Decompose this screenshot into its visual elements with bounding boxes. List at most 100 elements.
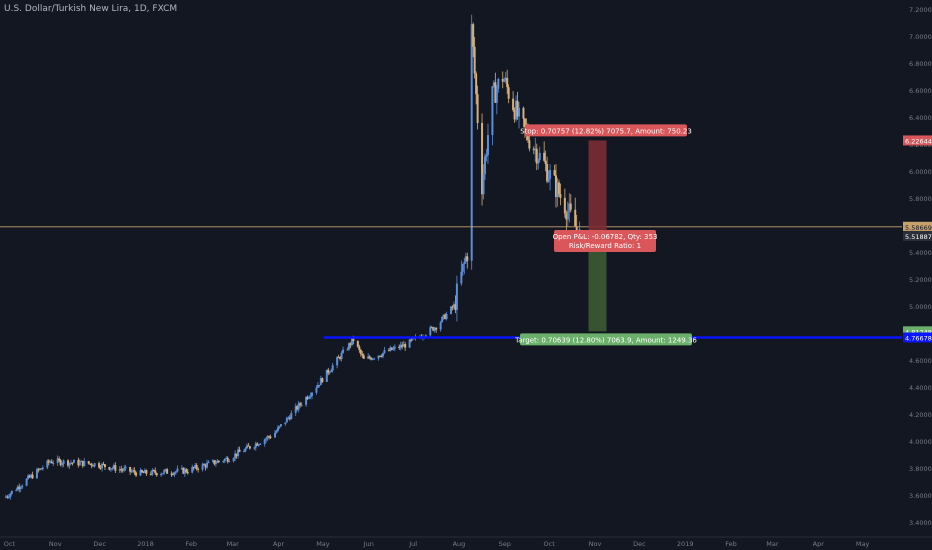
candle-body — [232, 458, 235, 462]
candle-body — [160, 473, 163, 476]
candle-body — [547, 178, 550, 182]
candle-body — [463, 262, 466, 264]
pnl-line1: Open P&L: -0.06782, Qty: 353 — [553, 233, 658, 241]
y-tick-label: 6.60000 — [909, 87, 932, 95]
target-label: Target: 0.70639 (12.80%) 7063.9, Amount:… — [514, 333, 697, 346]
price-tag-stop — [903, 135, 932, 146]
annotation-layer: Stop: 0.70757 (12.82%) 7075.7, Amount: 7… — [514, 124, 697, 346]
candle-body — [362, 355, 365, 359]
candle-body — [512, 98, 515, 110]
candle-body — [368, 356, 371, 359]
candle-body — [327, 369, 330, 374]
candle-body — [139, 470, 142, 476]
candle-body — [99, 467, 102, 469]
x-tick-label: Feb — [725, 540, 737, 548]
candle-body — [544, 160, 547, 165]
candle-body — [123, 468, 126, 471]
candle-body — [9, 493, 12, 498]
candle-body — [217, 460, 220, 462]
candle-body — [135, 472, 138, 476]
x-tick-label: Oct — [544, 540, 556, 548]
candle-body — [101, 463, 104, 469]
candle-body — [321, 378, 324, 382]
x-tick-label: Apr — [813, 540, 825, 548]
y-tick-label: 5.80000 — [909, 195, 932, 203]
candle-body — [445, 313, 448, 320]
candle-body — [491, 86, 494, 136]
candle-body — [259, 443, 262, 445]
candle-body — [254, 443, 257, 448]
candle-body — [569, 203, 572, 210]
candle-body — [495, 88, 498, 103]
candle-body — [21, 485, 24, 488]
candle-body — [244, 448, 247, 452]
candle-body — [121, 469, 124, 471]
y-tick-label: 4.00000 — [909, 438, 932, 446]
price-axis: 7.200007.000006.800006.600006.400006.200… — [902, 0, 932, 550]
candle-body — [152, 469, 155, 471]
price-tag-last — [903, 221, 932, 232]
x-tick-label: Oct — [4, 540, 16, 548]
stop-label-text: Stop: 0.70757 (12.82%) 7075.7, Amount: 7… — [520, 127, 692, 135]
candle-body — [472, 24, 475, 47]
candle-body — [28, 475, 31, 478]
candle-body — [214, 463, 217, 465]
candle-body — [132, 470, 135, 472]
candle-body — [49, 461, 52, 463]
candle-body — [18, 486, 21, 489]
candles-layer — [4, 14, 581, 500]
candle-body — [102, 463, 105, 465]
candle-body — [143, 470, 146, 474]
candle-body — [59, 460, 62, 466]
candle-body — [235, 453, 238, 457]
candle-body — [380, 356, 383, 358]
x-tick-label: Dec — [93, 540, 106, 548]
candle-body — [201, 464, 204, 470]
candle-body — [245, 445, 248, 449]
candle-body — [67, 460, 70, 466]
x-tick-label: Sep — [499, 540, 511, 548]
candle-body — [361, 353, 364, 356]
candle-body — [350, 338, 353, 346]
candle-body — [247, 445, 250, 447]
candle-body — [455, 283, 458, 310]
candle-body — [223, 458, 226, 462]
candle-body — [38, 468, 41, 470]
candle-body — [393, 346, 396, 349]
candle-body — [574, 209, 577, 227]
candle-body — [56, 458, 59, 463]
candle-body — [336, 357, 339, 366]
candle-body — [379, 355, 382, 357]
x-tick-label: Feb — [186, 540, 198, 548]
candle-body — [130, 471, 133, 473]
candle-body — [142, 472, 145, 474]
y-tick-label: 3.80000 — [909, 465, 932, 473]
candle-body — [172, 474, 175, 476]
candle-body — [129, 467, 132, 472]
candle-body — [226, 457, 229, 462]
candle-body — [58, 458, 61, 461]
candle-body — [568, 203, 571, 212]
candle-body — [433, 327, 436, 331]
candle-body — [516, 100, 519, 117]
candle-body — [52, 462, 55, 464]
candle-body — [381, 352, 384, 357]
candle-body — [248, 446, 251, 449]
candle-body — [358, 346, 361, 350]
candle-body — [108, 467, 111, 470]
candle-body — [35, 469, 38, 479]
candle-body — [222, 461, 225, 463]
candle-body — [68, 462, 71, 466]
candle-body — [71, 462, 74, 464]
candle-body — [213, 460, 216, 465]
candle-body — [429, 327, 432, 336]
y-tick-label: 7.00000 — [909, 33, 932, 41]
candle-body — [556, 182, 559, 198]
candle-body — [340, 352, 343, 359]
candle-body — [253, 447, 256, 449]
candle-body — [185, 469, 188, 473]
candle-body — [473, 46, 476, 74]
x-tick-label: Nov — [49, 540, 62, 548]
candle-body — [263, 439, 266, 444]
